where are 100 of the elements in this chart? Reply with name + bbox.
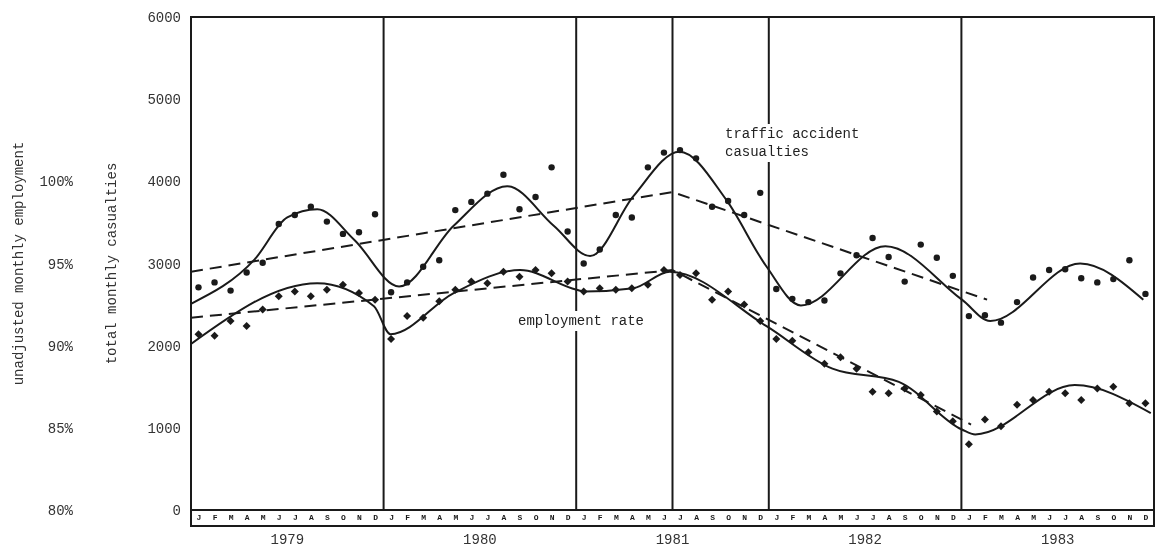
point [917, 241, 924, 248]
point [612, 211, 619, 219]
text: J [196, 513, 202, 522]
point [916, 390, 925, 399]
point [805, 298, 812, 306]
text: A [244, 513, 250, 522]
point [901, 278, 908, 285]
point [435, 297, 444, 306]
point [516, 206, 523, 213]
point [274, 292, 283, 301]
text: M [421, 513, 427, 522]
point [885, 253, 892, 261]
text: O [1111, 513, 1117, 522]
point [579, 287, 588, 296]
point [772, 335, 781, 344]
y-tick-label: 6000 [147, 10, 181, 26]
point [531, 266, 540, 275]
point [708, 295, 717, 304]
point [227, 287, 234, 294]
point [451, 285, 460, 294]
point [965, 312, 973, 320]
text: J [1063, 513, 1069, 522]
point [852, 364, 861, 373]
point [210, 331, 219, 340]
text: M [228, 513, 234, 522]
y-tick-label: 2000 [147, 338, 181, 355]
point [258, 305, 267, 314]
point [1045, 387, 1054, 396]
point [339, 230, 347, 238]
point [291, 211, 298, 219]
text: D [1143, 513, 1149, 522]
text: J [276, 513, 282, 522]
y-tick-label: 3000 [147, 256, 181, 273]
point [628, 214, 636, 221]
text: M [838, 513, 844, 522]
text: A [437, 513, 443, 522]
annotation: traffic accident casualties [723, 124, 862, 162]
text: M [260, 513, 266, 522]
point [500, 171, 507, 178]
text: M [999, 513, 1005, 522]
point [964, 440, 973, 449]
point [724, 287, 733, 296]
point [836, 353, 845, 362]
point [1126, 257, 1133, 264]
text: J [662, 513, 667, 522]
point [1094, 279, 1101, 286]
text: J [469, 513, 475, 522]
y-axis-title: total monthly casualties [103, 162, 120, 365]
point [564, 228, 571, 235]
text: A [1015, 513, 1021, 522]
point [548, 164, 555, 171]
y2-tick-label: 100% [39, 174, 74, 191]
point [837, 270, 844, 277]
point [740, 211, 748, 219]
y2-axis-title: unadjusted monthly employment [10, 141, 27, 386]
text: J [581, 513, 587, 522]
point [403, 312, 412, 321]
text: O [341, 513, 347, 522]
point [322, 285, 331, 294]
text: A [629, 513, 635, 522]
text: J [485, 513, 491, 522]
text: F [405, 513, 411, 522]
point [532, 193, 539, 201]
text: A [694, 513, 700, 522]
text: A [501, 513, 507, 522]
point [1077, 395, 1086, 404]
point [740, 300, 749, 309]
point [659, 266, 668, 275]
point [563, 277, 572, 286]
point [243, 269, 250, 276]
point [290, 287, 299, 296]
point [1045, 266, 1053, 274]
point [724, 197, 732, 205]
point [595, 284, 604, 293]
point [211, 279, 218, 286]
point [660, 149, 668, 156]
annotation: employment rate [516, 311, 647, 331]
point [868, 387, 877, 396]
point [821, 297, 828, 304]
text: J [678, 513, 683, 522]
text: J [774, 513, 780, 522]
x-tick-label: 1983 [1040, 532, 1075, 548]
text: N [934, 513, 940, 522]
point [1125, 399, 1134, 408]
text: M [646, 513, 652, 522]
point [275, 220, 282, 228]
point [1142, 290, 1149, 298]
x-tick-label: 1981 [655, 532, 690, 548]
point [323, 218, 331, 225]
y2-tick-label: 95% [47, 256, 74, 273]
text: J [967, 513, 972, 522]
text: J [854, 513, 860, 522]
point [499, 267, 508, 276]
y-tick-label: 5000 [147, 92, 181, 109]
point [387, 289, 395, 296]
x-tick-label: 1980 [463, 532, 497, 548]
point [1109, 382, 1118, 391]
point [1029, 395, 1038, 404]
text: S [517, 513, 523, 522]
x-tick-label: 1979 [270, 532, 305, 548]
